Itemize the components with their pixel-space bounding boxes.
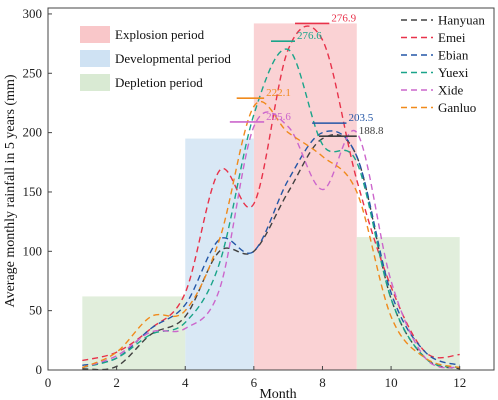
series-line-ganluo	[82, 100, 460, 369]
series-line-ebian	[82, 130, 460, 366]
y-tick-label: 250	[23, 65, 43, 80]
y-tick-label: 100	[23, 243, 43, 258]
x-tick-label: 6	[251, 375, 258, 390]
peak-label-205-6: 205.6	[266, 111, 291, 123]
peak-label-203-5: 203.5	[348, 112, 373, 124]
series-line-xide	[82, 111, 460, 369]
series-legend-label-emei: Emei	[438, 30, 466, 45]
y-tick-label: 50	[29, 303, 42, 318]
series-lines	[82, 25, 460, 371]
y-tick-label: 300	[23, 6, 43, 21]
series-legend-label-yuexi: Yuexi	[438, 65, 469, 80]
period-legend-swatch-explosion-period	[80, 26, 110, 43]
series-legend-label-xide: Xide	[438, 83, 464, 98]
y-tick-label: 0	[36, 362, 43, 377]
y-tick-label: 200	[23, 125, 43, 140]
period-legend-swatch-developmental-period	[80, 50, 110, 67]
band-explosion-period	[253, 23, 357, 371]
peak-label-222-1: 222.1	[266, 87, 291, 99]
y-axis-label: Average monthly rainfall in 5 years (mm)	[3, 74, 18, 307]
x-tick-label: 12	[453, 375, 466, 390]
band-depletion-late-3	[356, 237, 460, 370]
series-legend: Hanyuan Emei Ebian Yuexi Xide Ganluo	[401, 13, 485, 115]
period-legend-label-explosion-period: Explosion period	[115, 27, 205, 42]
peak-label-276-6: 276.6	[297, 30, 322, 42]
axes: 0 2 4 6 8 10 12 0 50 100 150 200 250 300	[23, 6, 495, 390]
plot-frame	[47, 7, 495, 371]
series-line-hanyuan	[82, 133, 460, 371]
period-legend-label-depletion-period: Depletion period	[115, 75, 203, 90]
x-tick-label: 4	[182, 375, 189, 390]
period-legend-label-developmental-period: Developmental period	[115, 51, 231, 66]
period-legend-swatch-depletion-period	[80, 74, 110, 91]
x-axis-label: Month	[259, 387, 296, 400]
x-tick-label: 2	[113, 375, 120, 390]
peak-label-276-9: 276.9	[331, 12, 356, 24]
x-tick-label: 0	[45, 375, 52, 390]
period-legend: Explosion period Developmental period Depl…	[80, 26, 231, 91]
peak-label-188-8: 188.8	[359, 125, 384, 137]
x-tick-label: 8	[319, 375, 326, 390]
y-tick-label: 150	[23, 184, 43, 199]
x-tick-label: 10	[385, 375, 398, 390]
series-legend-label-ganluo: Ganluo	[438, 100, 476, 115]
series-legend-label-hanyuan: Hanyuan	[438, 13, 485, 28]
series-legend-label-ebian: Ebian	[438, 48, 469, 63]
